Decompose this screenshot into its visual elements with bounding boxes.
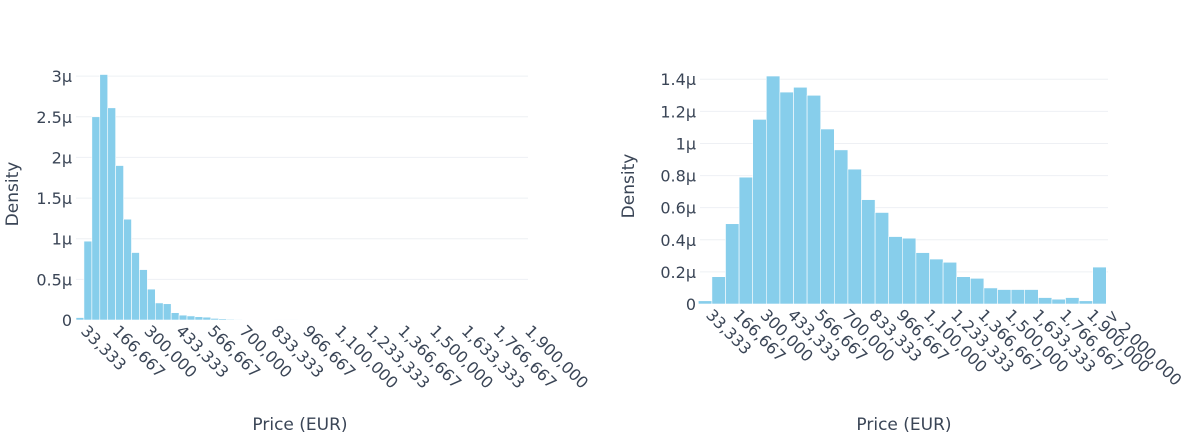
- histogram-bar: [186, 315, 196, 321]
- histogram-bar: [697, 300, 713, 305]
- y-tick-label: 0.4μ: [660, 231, 696, 250]
- y-tick-label: 0: [686, 295, 696, 314]
- histogram-bar: [779, 91, 794, 305]
- histogram-bar: [115, 165, 124, 321]
- y-tick-label: 1.5μ: [36, 189, 72, 208]
- histogram-bar: [83, 240, 93, 321]
- histogram-bar: [983, 287, 998, 305]
- histogram-bar: [834, 149, 849, 305]
- y-tick-label: 0.8μ: [660, 167, 696, 186]
- y-tick-label: 3μ: [52, 67, 72, 86]
- histogram-bar: [1078, 300, 1094, 305]
- histogram-bar: [861, 199, 876, 305]
- histogram-bar: [123, 218, 132, 321]
- histogram-bar: [725, 223, 740, 305]
- histogram-bar: [942, 261, 958, 305]
- histogram-bar: [711, 276, 726, 305]
- histogram-bar: [202, 316, 212, 321]
- y-axis-title: Density: [3, 162, 23, 227]
- y-tick-label: 2.5μ: [36, 108, 72, 127]
- y-tick-label: 1.2μ: [660, 102, 696, 121]
- x-axis-title: Price (EUR): [252, 415, 347, 435]
- y-tick-label: 1μ: [52, 230, 72, 249]
- histogram-bar: [915, 252, 930, 305]
- histogram-bar: [234, 319, 243, 321]
- histogram-bar: [1092, 266, 1107, 305]
- histogram-bar: [970, 278, 985, 305]
- histogram-bar: [1065, 297, 1080, 305]
- histogram-bar: [1010, 289, 1026, 305]
- y-axis-title: Density: [619, 154, 639, 219]
- histogram-bar: [806, 94, 822, 305]
- histogram-bar: [154, 302, 164, 321]
- histogram-bar: [752, 119, 767, 305]
- histogram-bar: [738, 176, 754, 305]
- histogram-bar: [793, 86, 808, 305]
- histogram-bar: [1038, 297, 1053, 305]
- histogram-bar: [820, 128, 835, 305]
- histogram-bar: [147, 288, 156, 321]
- left-histogram: 00.5μ1μ1.5μ2μ2.5μ3μ33,333166,667300,0004…: [3, 67, 592, 435]
- y-tick-label: 0: [62, 311, 72, 330]
- histogram-bar: [226, 318, 235, 321]
- histogram-bar: [874, 212, 890, 305]
- histogram-bar: [901, 237, 917, 305]
- histogram-bar: [170, 312, 180, 321]
- y-tick-label: 0.5μ: [36, 270, 72, 289]
- right-histogram: 00.2μ0.4μ0.6μ0.8μ1μ1.2μ1.4μ33,333166,667…: [619, 70, 1186, 435]
- y-tick-label: 0.6μ: [660, 199, 696, 218]
- histogram-bar: [929, 258, 944, 305]
- histogram-bar: [766, 75, 781, 305]
- histogram-bar: [888, 236, 903, 305]
- histogram-bar: [210, 318, 220, 321]
- histogram-bar: [139, 269, 148, 321]
- y-tick-label: 1.4μ: [660, 70, 696, 89]
- histogram-bar: [162, 303, 172, 321]
- histogram-bar: [99, 74, 109, 321]
- y-tick-label: 0.2μ: [660, 263, 696, 282]
- histogram-bar: [1024, 289, 1039, 305]
- histogram-bar: [997, 289, 1012, 305]
- x-axis-title: Price (EUR): [856, 415, 951, 435]
- y-tick-label: 1μ: [676, 134, 696, 153]
- histogram-bar: [956, 276, 971, 305]
- histogram-bar: [107, 107, 116, 321]
- histogram-bar: [218, 318, 227, 321]
- y-tick-label: 2μ: [52, 148, 72, 167]
- histogram-bar: [131, 252, 140, 321]
- histogram-bar: [1051, 298, 1066, 305]
- histogram-bar: [75, 317, 85, 321]
- histogram-bar: [847, 168, 862, 305]
- histogram-bar: [91, 116, 101, 321]
- histogram-bar: [194, 316, 204, 321]
- histogram-bar: [178, 314, 188, 321]
